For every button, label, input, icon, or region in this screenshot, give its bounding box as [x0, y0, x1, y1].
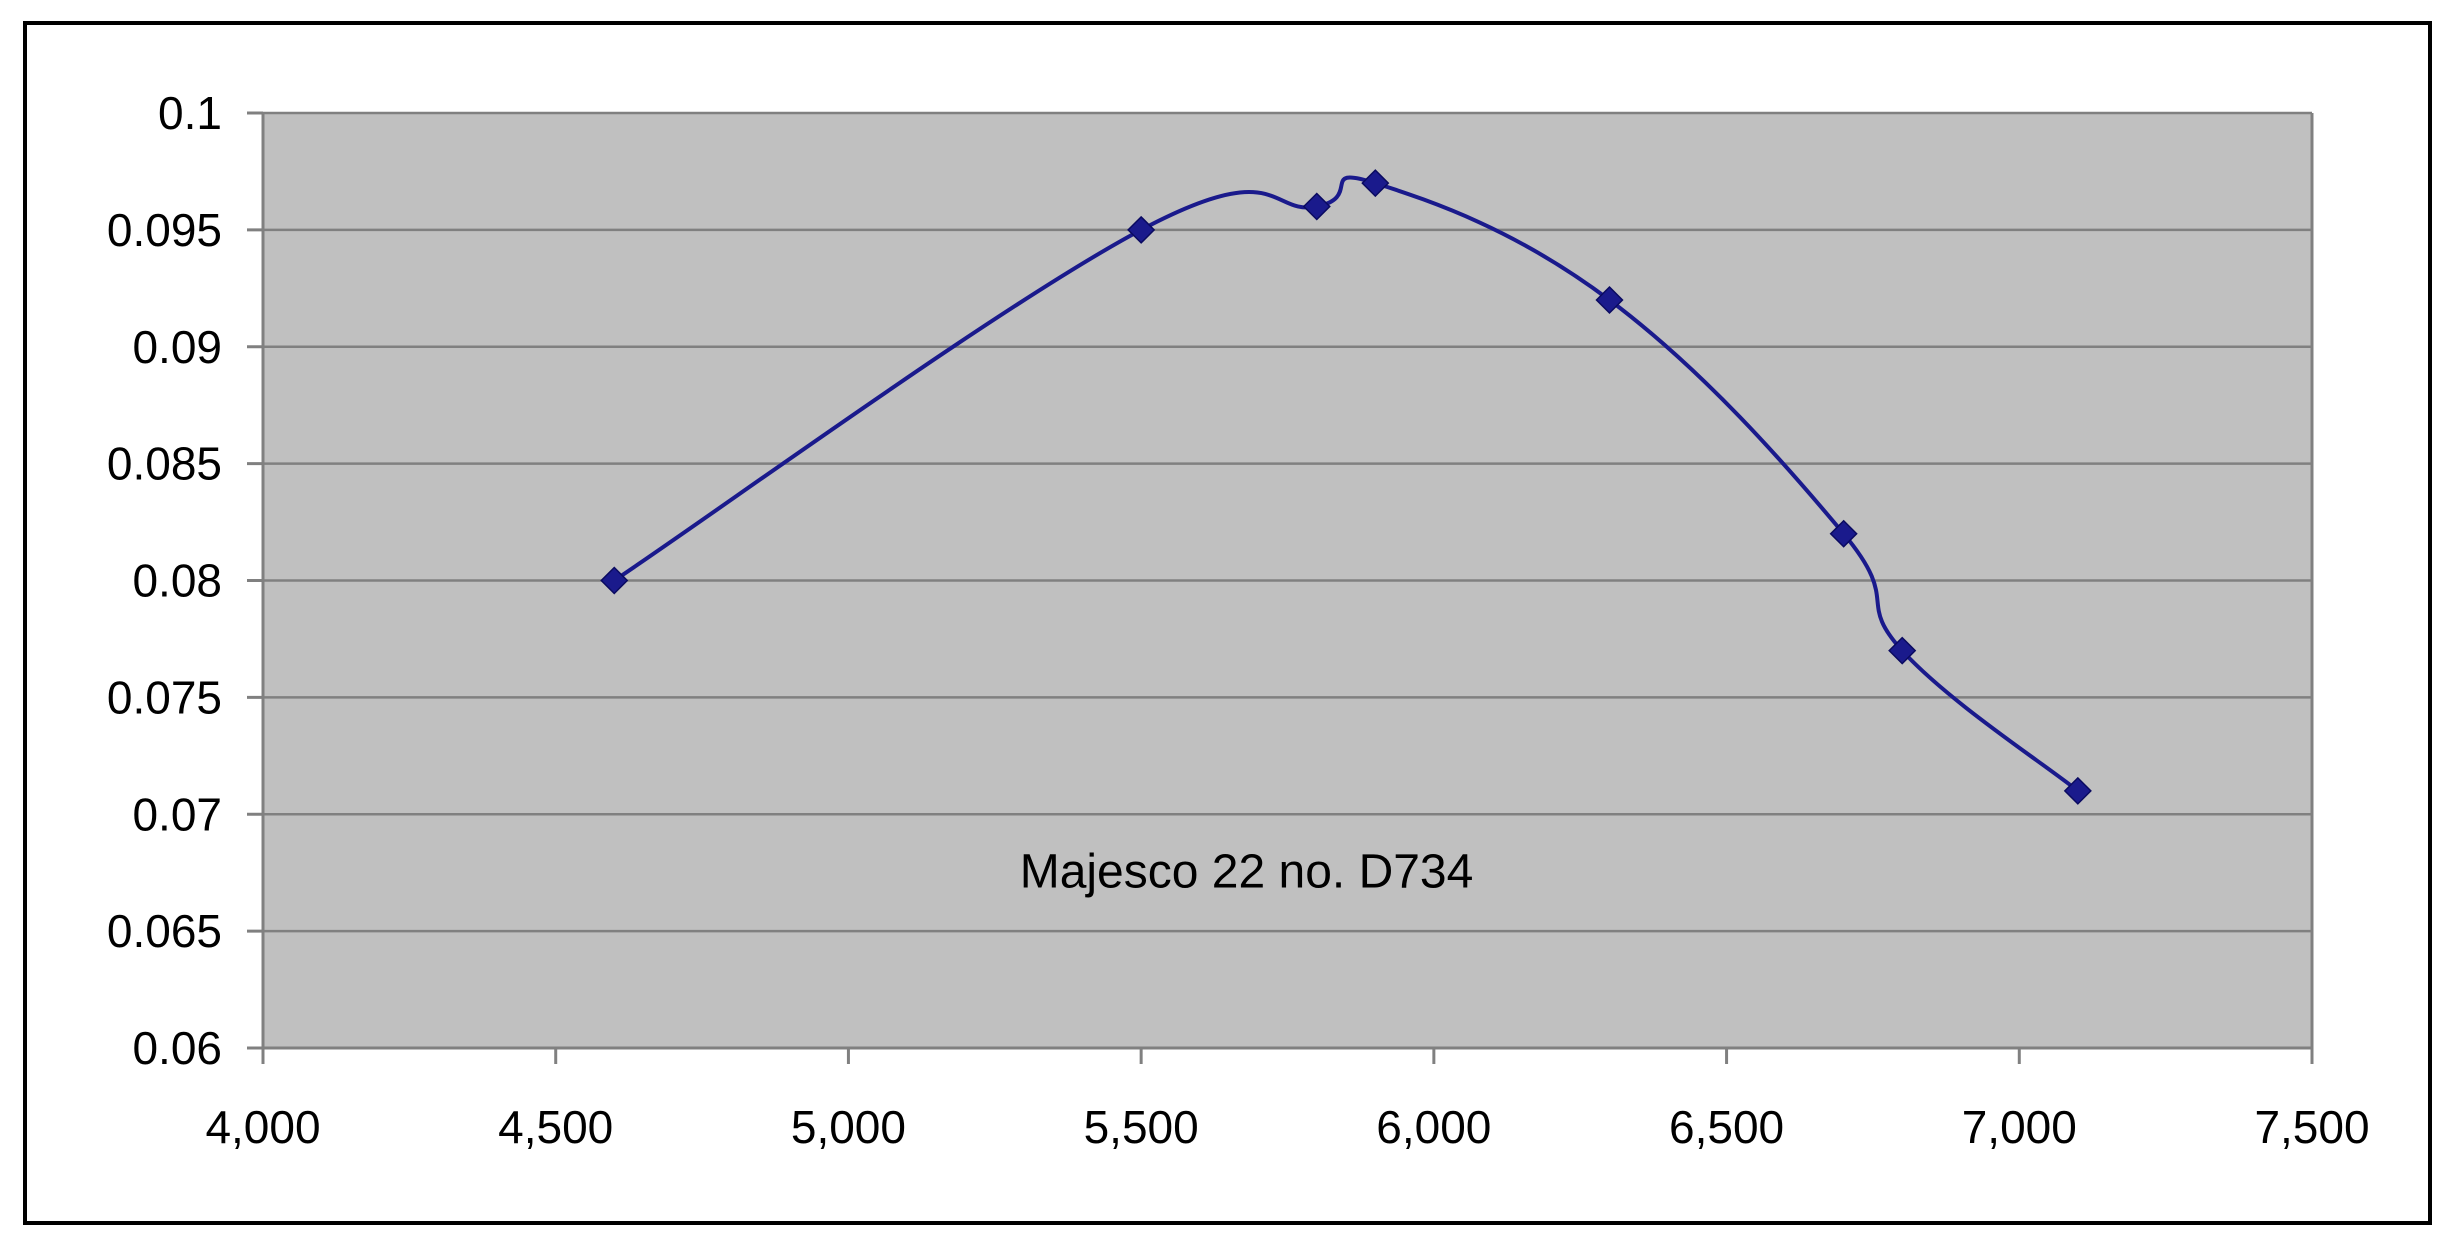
data-markers [600, 169, 2092, 805]
x-tick-label: 7,500 [2254, 1101, 2369, 1153]
y-tick-label: 0.1 [158, 87, 222, 139]
series-line [613, 175, 2080, 793]
gridlines [263, 111, 2312, 933]
data-point-marker [1127, 215, 1156, 244]
y-tick-label: 0.08 [132, 555, 222, 607]
x-tick-label: 5,000 [791, 1101, 906, 1153]
y-tick-label: 0.06 [132, 1022, 222, 1074]
x-tick-label: 6,500 [1669, 1101, 1784, 1153]
chart-annotation: Majesco 22 no. D734 [1020, 845, 1474, 898]
y-tick-label: 0.095 [107, 204, 222, 256]
data-point-marker [1595, 285, 1624, 315]
x-tick-label: 7,000 [1962, 1101, 2077, 1153]
y-tick-label: 0.09 [132, 321, 222, 373]
x-tick-label: 5,500 [1084, 1101, 1199, 1153]
y-tick-label: 0.075 [107, 671, 222, 723]
y-tick-label: 0.065 [107, 905, 222, 957]
x-tick-labels: 4,000 4,500 5,000 5,500 6,000 6,500 7,000 7,500 [205, 1101, 2369, 1153]
data-point-marker [1361, 169, 1390, 198]
y-tick-label: 0.085 [107, 438, 222, 490]
y-tick-labels: 0.06 0.065 0.07 0.075 0.08 0.085 0.09 0.095 0.1 [107, 87, 222, 1074]
data-point-marker [600, 566, 629, 595]
data-point-marker [1888, 636, 1917, 665]
data-point-marker [1302, 192, 1331, 221]
axes [247, 111, 2314, 1064]
x-tick-label: 4,500 [498, 1101, 613, 1153]
y-tick-label: 0.07 [132, 788, 222, 840]
x-tick-label: 4,000 [205, 1101, 320, 1153]
data-point-marker [2063, 776, 2092, 805]
x-tick-label: 6,000 [1376, 1101, 1491, 1153]
data-point-marker [1829, 519, 1858, 548]
